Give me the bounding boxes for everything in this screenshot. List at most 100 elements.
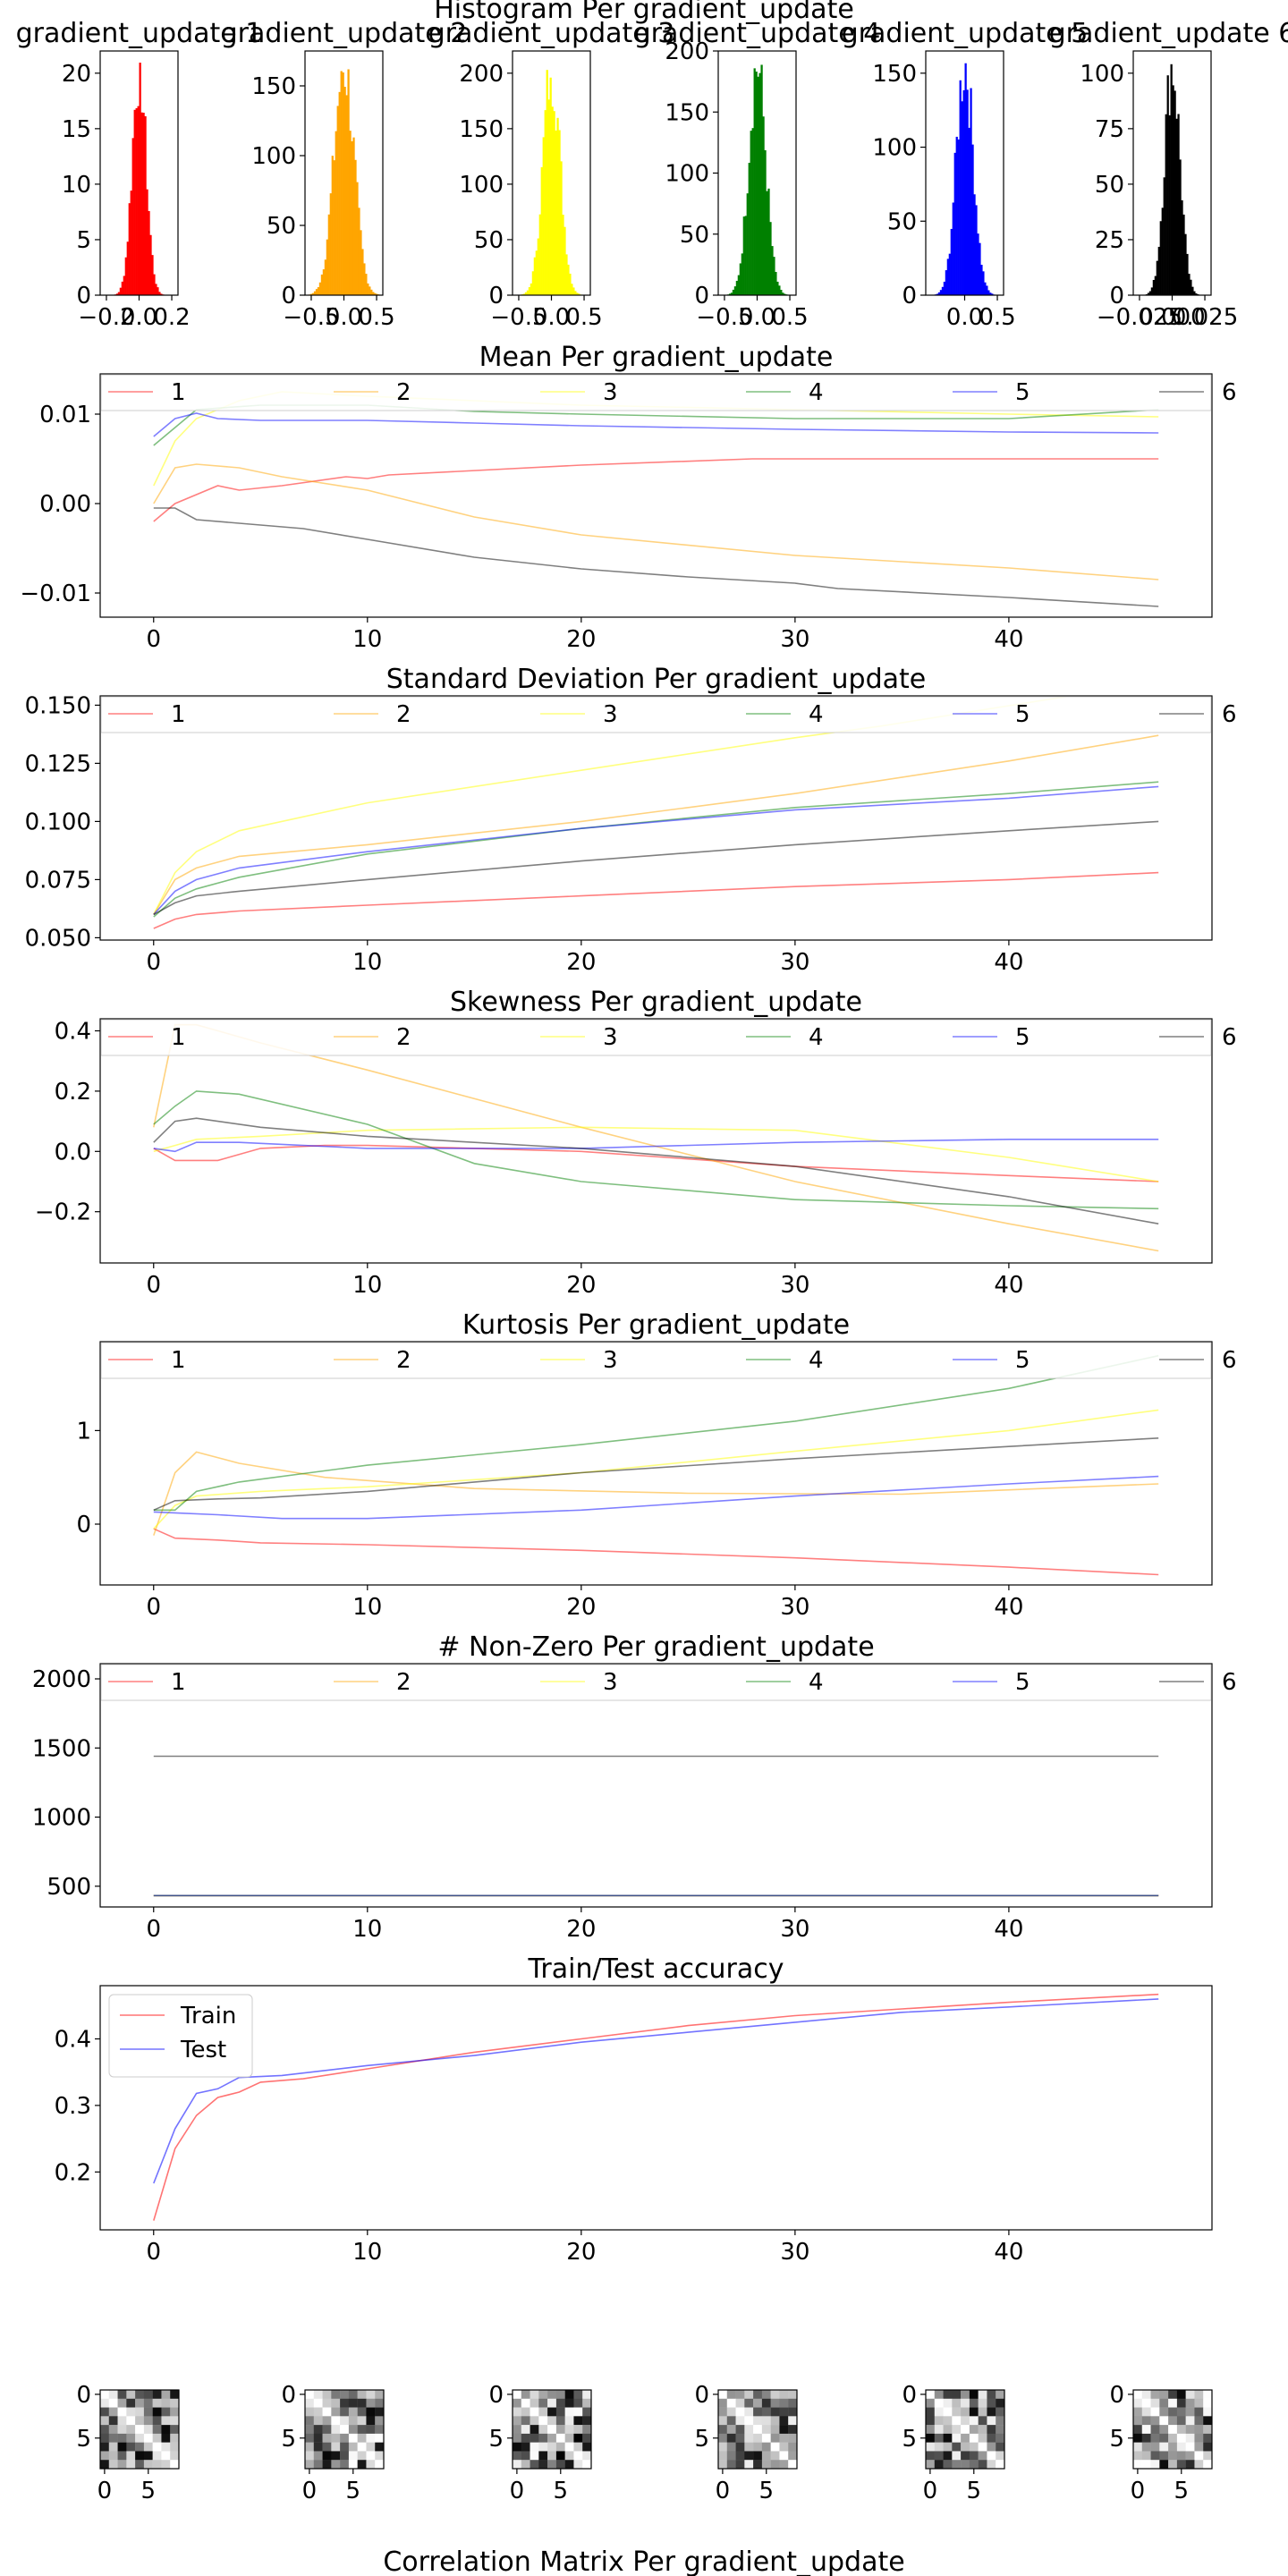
legend-label: 3 bbox=[603, 379, 618, 406]
matrix-cell bbox=[753, 2398, 763, 2408]
matrix-cell bbox=[934, 2407, 944, 2417]
histogram-bar bbox=[741, 253, 743, 295]
histogram-bar bbox=[957, 139, 960, 295]
x-tick-label: 40 bbox=[994, 949, 1023, 976]
matrix-cell bbox=[513, 2398, 521, 2408]
matrix-cell bbox=[108, 2451, 118, 2461]
histogram-6: gradient_update 6 0 25 50 75 100 −0.0250.0000.… bbox=[1049, 18, 1288, 331]
matrix-cell bbox=[135, 2416, 145, 2426]
y-tick-label: 1 bbox=[76, 1418, 91, 1445]
matrix-cell bbox=[126, 2442, 136, 2452]
histogram-bar bbox=[771, 246, 774, 295]
matrix-cell bbox=[969, 2398, 979, 2408]
matrix-cell bbox=[978, 2398, 987, 2408]
histogram-bar bbox=[941, 286, 945, 295]
matrix-xtick-label: 0 bbox=[716, 2478, 731, 2504]
histogram-bar bbox=[309, 293, 313, 295]
histogram-bar bbox=[989, 292, 992, 295]
histogram-bar bbox=[361, 249, 364, 295]
histogram-ytick-label: 100 bbox=[872, 135, 917, 162]
histogram-bar bbox=[946, 258, 950, 295]
histogram-ytick-label: 5 bbox=[76, 227, 91, 254]
histogram-xtick-label: −0.025 bbox=[1097, 304, 1182, 331]
matrix-cell bbox=[744, 2451, 754, 2461]
matrix-cell bbox=[788, 2390, 798, 2399]
matrix-cell bbox=[1141, 2433, 1151, 2443]
matrix-cell bbox=[943, 2416, 953, 2426]
matrix-cell bbox=[375, 2451, 385, 2461]
legend-label: 5 bbox=[1015, 1669, 1030, 1696]
matrix-cell bbox=[987, 2407, 996, 2417]
matrix-cell bbox=[305, 2390, 314, 2399]
series-group bbox=[153, 1993, 1159, 2221]
matrix-cell bbox=[100, 2425, 109, 2435]
histogram-bar bbox=[369, 286, 371, 295]
histogram-bar bbox=[139, 63, 141, 295]
matrix-cell bbox=[718, 2433, 727, 2443]
matrix-cell bbox=[788, 2416, 798, 2426]
matrix-cell bbox=[726, 2442, 736, 2452]
matrix-cell bbox=[969, 2460, 979, 2470]
series-line-2 bbox=[153, 734, 1159, 915]
chart-title: Skewness Per gradient_update bbox=[450, 987, 862, 1018]
histogram-bar bbox=[131, 138, 134, 295]
legend: Train Test bbox=[108, 1994, 253, 2078]
legend: 1 2 3 4 5 6 bbox=[100, 374, 1237, 411]
matrix-cell bbox=[108, 2425, 118, 2435]
legend-label: 1 bbox=[171, 701, 186, 728]
matrix-cell bbox=[726, 2407, 736, 2417]
chart-title: Standard Deviation Per gradient_update bbox=[386, 664, 926, 695]
matrix-cell bbox=[366, 2416, 376, 2426]
matrix-cell bbox=[143, 2425, 153, 2435]
x-tick-label: 40 bbox=[994, 626, 1023, 653]
x-tick-label: 20 bbox=[566, 1272, 596, 1299]
matrix-cell bbox=[513, 2425, 521, 2435]
matrix-cell bbox=[538, 2460, 548, 2470]
matrix-cell bbox=[718, 2442, 727, 2452]
matrix-cell bbox=[340, 2442, 350, 2452]
legend-label: 5 bbox=[1015, 1024, 1030, 1051]
matrix-cell bbox=[305, 2416, 314, 2426]
series-line-6 bbox=[153, 1117, 1159, 1224]
histogram-bar bbox=[1175, 118, 1178, 295]
matrix-cell bbox=[1141, 2390, 1151, 2399]
matrix-cell bbox=[1141, 2425, 1151, 2435]
y-tick-label: 0.125 bbox=[25, 750, 91, 777]
matrix-cell bbox=[735, 2451, 745, 2461]
matrix-cell bbox=[108, 2460, 118, 2470]
histogram-bar bbox=[533, 257, 537, 295]
matrix-ytick-label: 0 bbox=[488, 2382, 504, 2409]
matrix-xtick-label: 0 bbox=[923, 2478, 938, 2504]
histogram-ytick-label: 150 bbox=[872, 61, 917, 88]
matrix-cell bbox=[788, 2442, 798, 2452]
histogram-ytick-label: 0 bbox=[76, 283, 91, 309]
matrix-cell bbox=[357, 2433, 367, 2443]
matrix-cell bbox=[547, 2390, 557, 2399]
y-tick-label: −0.01 bbox=[20, 580, 91, 607]
histogram-xtick-label: 0.0 bbox=[946, 304, 983, 331]
matrix-cell bbox=[366, 2451, 376, 2461]
matrix-cell bbox=[1141, 2407, 1151, 2417]
matrix-cell bbox=[305, 2433, 314, 2443]
histogram-bar bbox=[744, 216, 747, 295]
matrix-cell bbox=[1168, 2416, 1178, 2426]
histogram-bar bbox=[540, 166, 543, 295]
legend-label: 1 bbox=[171, 1669, 186, 1696]
series-group bbox=[153, 1023, 1159, 1252]
matrix-cell bbox=[530, 2451, 539, 2461]
histogram-ytick-label: 100 bbox=[1080, 61, 1124, 88]
legend-box bbox=[100, 696, 1212, 733]
histogram-ytick-label: 200 bbox=[459, 61, 504, 88]
histogram-bar bbox=[331, 156, 334, 295]
matrix-cell bbox=[152, 2416, 162, 2426]
histogram-ytick-label: 0 bbox=[281, 283, 296, 309]
histogram-bar bbox=[358, 208, 360, 295]
plot-frame bbox=[99, 1985, 1213, 2231]
matrix-cell bbox=[788, 2451, 798, 2461]
matrix-cell bbox=[1150, 2407, 1160, 2417]
histogram-bar bbox=[546, 70, 548, 295]
matrix-cell bbox=[1185, 2460, 1195, 2470]
matrix-cell bbox=[1141, 2460, 1151, 2470]
y-tick-label: 0.0 bbox=[55, 1139, 91, 1165]
matrix-cell bbox=[108, 2416, 118, 2426]
